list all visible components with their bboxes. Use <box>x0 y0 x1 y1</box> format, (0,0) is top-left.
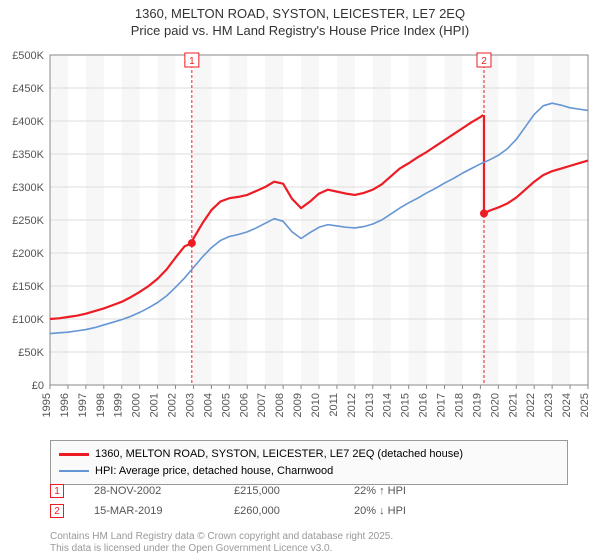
svg-text:£200K: £200K <box>12 248 44 260</box>
svg-text:2008: 2008 <box>274 393 286 417</box>
date-cell: 15-MAR-2019 <box>94 505 204 517</box>
svg-text:1995: 1995 <box>41 393 53 417</box>
marker-badge-2: 2 <box>50 504 64 518</box>
svg-text:2020: 2020 <box>489 393 501 417</box>
svg-text:2000: 2000 <box>131 393 143 417</box>
svg-text:2002: 2002 <box>167 393 179 417</box>
svg-text:2019: 2019 <box>471 393 483 417</box>
svg-text:1998: 1998 <box>95 393 107 417</box>
price-cell: £260,000 <box>234 505 324 517</box>
svg-text:£250K: £250K <box>12 215 44 227</box>
legend-swatch-hpi <box>59 470 89 472</box>
footer-attribution: Contains HM Land Registry data © Crown c… <box>50 531 393 555</box>
svg-text:2023: 2023 <box>543 393 555 417</box>
legend-row-property: 1360, MELTON ROAD, SYSTON, LEICESTER, LE… <box>59 446 559 463</box>
svg-text:1996: 1996 <box>59 393 71 417</box>
svg-text:2021: 2021 <box>507 393 519 417</box>
price-cell: £215,000 <box>234 485 324 497</box>
svg-text:£500K: £500K <box>12 50 44 62</box>
svg-text:2015: 2015 <box>400 393 412 417</box>
svg-text:2017: 2017 <box>436 393 448 417</box>
chart-title: 1360, MELTON ROAD, SYSTON, LEICESTER, LE… <box>0 0 600 40</box>
svg-text:2016: 2016 <box>418 393 430 417</box>
svg-text:2001: 2001 <box>149 393 161 417</box>
footer-line2: This data is licensed under the Open Gov… <box>50 543 332 554</box>
chart-svg: £0 £50K £100K £150K £200K £250K £300K £350K £400… <box>0 45 600 435</box>
svg-text:£400K: £400K <box>12 116 44 128</box>
legend: 1360, MELTON ROAD, SYSTON, LEICESTER, LE… <box>50 440 568 485</box>
svg-text:£300K: £300K <box>12 182 44 194</box>
chart-plot-area: £0 £50K £100K £150K £200K £250K £300K £350K £400… <box>0 45 600 435</box>
table-row: 2 15-MAR-2019 £260,000 20% ↓ HPI <box>50 504 454 518</box>
svg-text:£150K: £150K <box>12 281 44 293</box>
svg-text:1997: 1997 <box>77 393 89 417</box>
transaction-rows: 1 28-NOV-2002 £215,000 22% ↑ HPI 2 15-MA… <box>50 484 454 524</box>
marker-badge-1: 1 <box>50 484 64 498</box>
svg-text:2025: 2025 <box>579 393 591 417</box>
svg-text:£100K: £100K <box>12 314 44 326</box>
svg-text:2003: 2003 <box>184 393 196 417</box>
svg-text:1999: 1999 <box>113 393 125 417</box>
svg-text:2012: 2012 <box>346 393 358 417</box>
svg-text:2006: 2006 <box>238 393 250 417</box>
svg-text:2011: 2011 <box>328 393 340 417</box>
svg-text:2005: 2005 <box>220 393 232 417</box>
svg-text:2018: 2018 <box>453 393 465 417</box>
svg-text:2024: 2024 <box>561 393 573 417</box>
svg-text:£350K: £350K <box>12 149 44 161</box>
legend-swatch-property <box>59 453 89 456</box>
svg-text:£0: £0 <box>32 380 44 392</box>
svg-text:2013: 2013 <box>364 393 376 417</box>
delta-cell: 20% ↓ HPI <box>354 505 454 517</box>
svg-text:2010: 2010 <box>310 393 322 417</box>
chart-container: 1360, MELTON ROAD, SYSTON, LEICESTER, LE… <box>0 0 600 560</box>
title-line2: Price paid vs. HM Land Registry's House … <box>131 23 469 38</box>
svg-text:1: 1 <box>189 56 195 67</box>
svg-text:2009: 2009 <box>292 393 304 417</box>
legend-label-property: 1360, MELTON ROAD, SYSTON, LEICESTER, LE… <box>95 446 463 463</box>
title-line1: 1360, MELTON ROAD, SYSTON, LEICESTER, LE… <box>135 6 465 21</box>
table-row: 1 28-NOV-2002 £215,000 22% ↑ HPI <box>50 484 454 498</box>
footer-line1: Contains HM Land Registry data © Crown c… <box>50 531 393 542</box>
delta-cell: 22% ↑ HPI <box>354 485 454 497</box>
date-cell: 28-NOV-2002 <box>94 485 204 497</box>
legend-label-hpi: HPI: Average price, detached house, Char… <box>95 463 333 480</box>
svg-text:2: 2 <box>481 56 487 67</box>
svg-text:£450K: £450K <box>12 83 44 95</box>
svg-text:£50K: £50K <box>18 347 44 359</box>
svg-text:2007: 2007 <box>256 393 268 417</box>
svg-text:2004: 2004 <box>202 393 214 417</box>
svg-text:2022: 2022 <box>525 393 537 417</box>
svg-text:2014: 2014 <box>382 393 394 417</box>
legend-row-hpi: HPI: Average price, detached house, Char… <box>59 463 559 480</box>
